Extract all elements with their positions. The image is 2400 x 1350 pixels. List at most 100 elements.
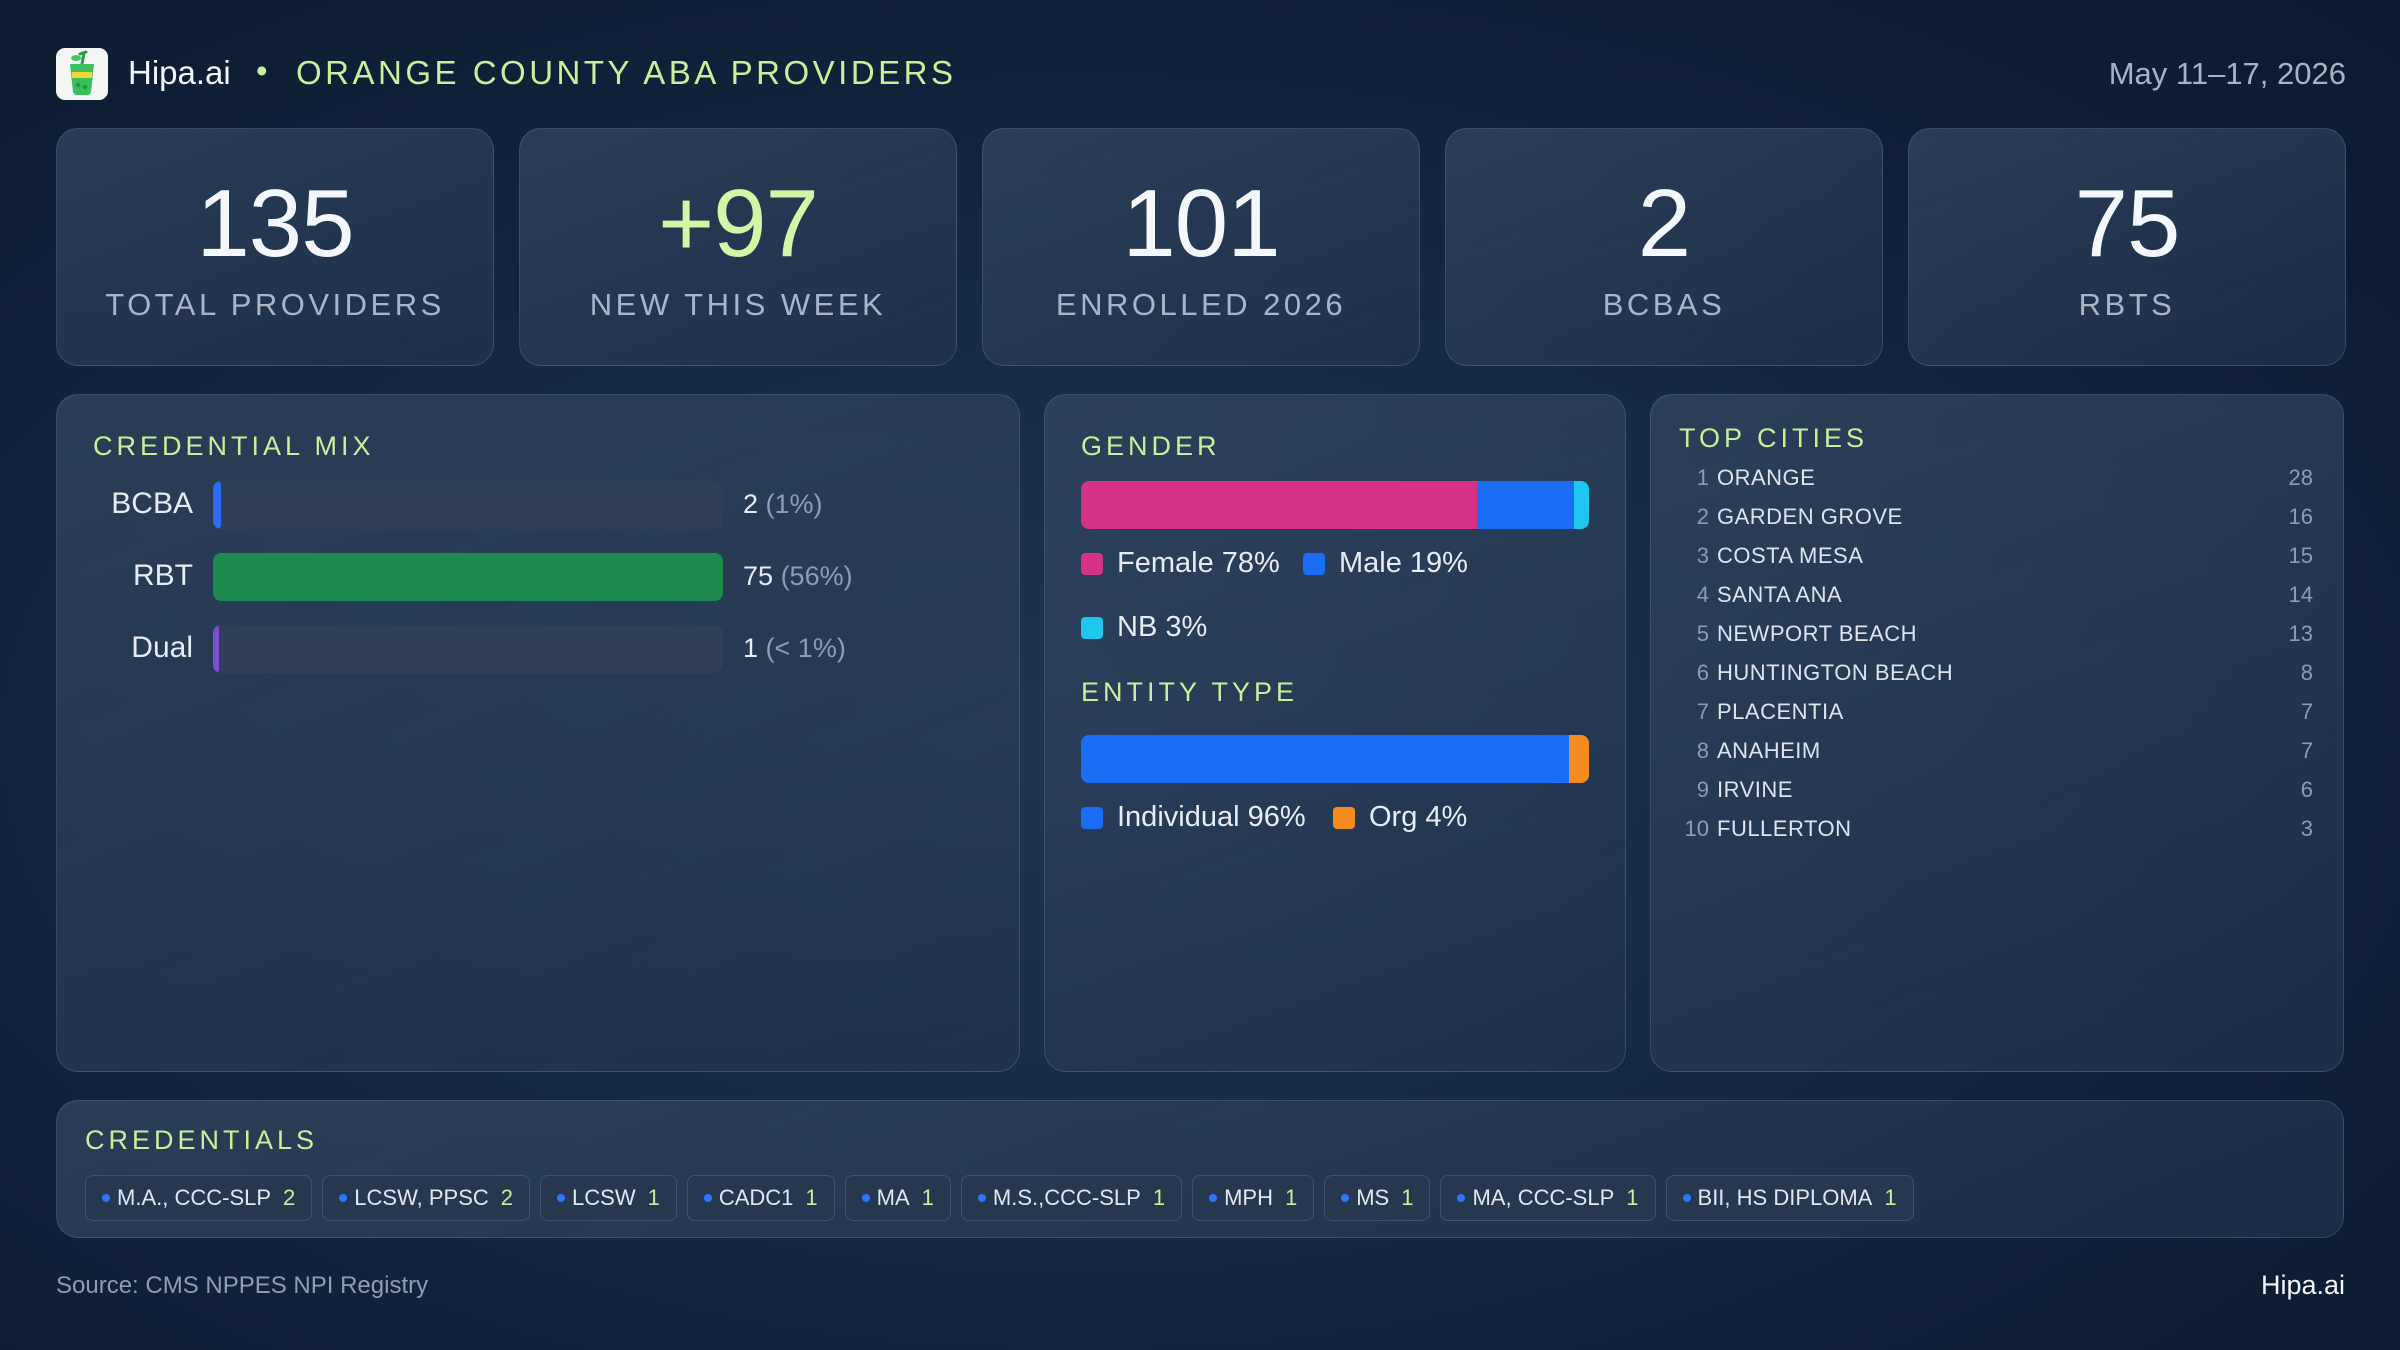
mix-row-value: 2 (1%) — [743, 489, 823, 520]
section-title: CREDENTIAL MIX — [93, 431, 375, 461]
bullet-dot-icon — [1682, 1194, 1691, 1202]
city-count: 13 — [2288, 621, 2313, 646]
mix-bar-fill — [213, 625, 220, 673]
stat-card-total-providers: 135 TOTAL PROVIDERS — [56, 128, 494, 366]
mix-bar-track — [213, 481, 723, 529]
legend-swatch — [1333, 806, 1355, 829]
chip-label: BII, HS DIPLOMA — [1697, 1185, 1873, 1210]
city-count: 15 — [2288, 543, 2313, 568]
stack-segment — [1568, 735, 1589, 783]
footer-brand: Hipa.ai — [2260, 1270, 2345, 1300]
city-rank: 8 — [1696, 738, 1709, 763]
city-name: IRVINE — [1717, 777, 1793, 802]
chip-label: M.S.,CCC-SLP — [992, 1185, 1141, 1210]
chip-label: LCSW, PPSC — [354, 1185, 489, 1210]
city-count: 14 — [2288, 582, 2313, 607]
city-rank: 1 — [1696, 465, 1709, 490]
chip-label: M.A., CCC-SLP — [117, 1185, 272, 1210]
top-cities-panel: TOP CITIES 1 ORANGE 28 2 GARDEN GROVE 16 3 COST… — [1650, 394, 2344, 1072]
mix-bar-track — [213, 625, 723, 673]
chip-count: 1 — [1626, 1185, 1639, 1210]
credential-chip[interactable]: MPH 1 — [1192, 1175, 1315, 1221]
mix-count: 1 — [743, 633, 759, 663]
stack-segment — [1477, 481, 1574, 529]
city-name: SANTA ANA — [1717, 582, 1843, 607]
city-row: 4 SANTA ANA 14 — [1681, 582, 2313, 621]
chip-count: 1 — [805, 1185, 818, 1210]
mix-bar-fill — [213, 553, 723, 601]
city-rank: 5 — [1696, 621, 1709, 646]
stat-value: 135 — [196, 170, 354, 277]
chip-label: MPH — [1224, 1185, 1273, 1210]
stat-card-enrolled: 101 ENROLLED 2026 — [982, 128, 1420, 366]
city-row: 10 FULLERTON 3 — [1681, 816, 2313, 855]
city-rank: 3 — [1696, 543, 1709, 568]
source-note: Source: CMS NPPES NPI Registry — [56, 1272, 429, 1299]
credential-chip[interactable]: M.A., CCC-SLP 2 — [85, 1175, 313, 1221]
mix-count: 2 — [743, 489, 759, 519]
city-row: 8 ANAHEIM 7 — [1681, 738, 2313, 777]
stack-segment — [1081, 481, 1478, 529]
city-count: 3 — [2300, 816, 2313, 841]
chip-label: LCSW — [572, 1185, 636, 1210]
credential-chip[interactable]: MA, CCC-SLP 1 — [1440, 1175, 1656, 1221]
credential-chip[interactable]: CADC1 1 — [686, 1175, 835, 1221]
credential-chip[interactable]: LCSW 1 — [540, 1175, 677, 1221]
mix-count: 75 — [743, 561, 774, 591]
chip-label: MA — [876, 1185, 910, 1210]
stat-card-rbts: 75 RBTS — [1908, 128, 2346, 366]
credential-chip[interactable]: LCSW, PPSC 2 — [322, 1175, 531, 1221]
chip-count: 1 — [1401, 1185, 1414, 1210]
city-name: COSTA MESA — [1717, 543, 1864, 568]
city-count: 7 — [2300, 738, 2313, 763]
mix-row-label: RBT — [133, 559, 193, 592]
city-rank: 7 — [1696, 699, 1709, 724]
stack-segment — [1081, 735, 1569, 783]
stat-value: +97 — [658, 170, 819, 277]
stat-label: BCBAS — [1602, 287, 1726, 322]
credential-chip[interactable]: BII, HS DIPLOMA 1 — [1665, 1175, 1914, 1221]
stat-value: 2 — [1637, 170, 1691, 277]
mix-row-label: Dual — [131, 631, 193, 664]
legend-item-nb: NB 3% — [1081, 611, 1207, 644]
city-row: 1 ORANGE 28 — [1681, 465, 2313, 504]
legend-label: Individual 96% — [1117, 801, 1306, 833]
stat-card-bcbas: 2 BCBAS — [1445, 128, 1883, 366]
city-count: 16 — [2288, 504, 2313, 529]
section-title: ENTITY TYPE — [1081, 677, 1299, 707]
legend-label: Male 19% — [1339, 547, 1468, 579]
section-title: CREDENTIALS — [85, 1125, 319, 1155]
credential-chip[interactable]: MA 1 — [844, 1175, 951, 1221]
city-rank: 6 — [1696, 660, 1709, 685]
date-range: May 11–17, 2026 — [2108, 56, 2346, 91]
city-row: 7 PLACENTIA 7 — [1681, 699, 2313, 738]
stat-label: ENROLLED 2026 — [1055, 287, 1347, 322]
city-name: FULLERTON — [1717, 816, 1852, 841]
city-count: 8 — [2300, 660, 2313, 685]
legend-item-female: Female 78% — [1081, 547, 1280, 580]
credential-chip[interactable]: M.S.,CCC-SLP 1 — [960, 1175, 1183, 1221]
chip-label: MS — [1356, 1185, 1390, 1210]
title-separator: • — [256, 52, 268, 89]
city-name: ORANGE — [1717, 465, 1816, 490]
city-name: NEWPORT BEACH — [1717, 621, 1918, 646]
chip-count: 1 — [1152, 1185, 1166, 1210]
stat-value: 75 — [2074, 170, 2181, 277]
mix-row-value: 1 (< 1%) — [743, 633, 846, 664]
credential-chip[interactable]: MS 1 — [1324, 1175, 1431, 1221]
mix-row-label: BCBA — [111, 487, 193, 520]
chip-count: 1 — [921, 1185, 934, 1210]
legend-swatch — [1081, 552, 1103, 575]
chip-count: 1 — [647, 1185, 660, 1210]
chip-label: MA, CCC-SLP — [1472, 1185, 1615, 1210]
city-row: 9 IRVINE 6 — [1681, 777, 2313, 816]
bullet-dot-icon — [703, 1194, 712, 1202]
legend-label: NB 3% — [1117, 611, 1208, 643]
legend-label: Female 78% — [1117, 547, 1280, 579]
city-count: 28 — [2288, 465, 2313, 490]
legend-swatch — [1081, 806, 1103, 829]
city-count: 7 — [2300, 699, 2313, 724]
city-row: 2 GARDEN GROVE 16 — [1681, 504, 2313, 543]
city-name: ANAHEIM — [1717, 738, 1821, 763]
mix-bar-track — [213, 553, 723, 601]
